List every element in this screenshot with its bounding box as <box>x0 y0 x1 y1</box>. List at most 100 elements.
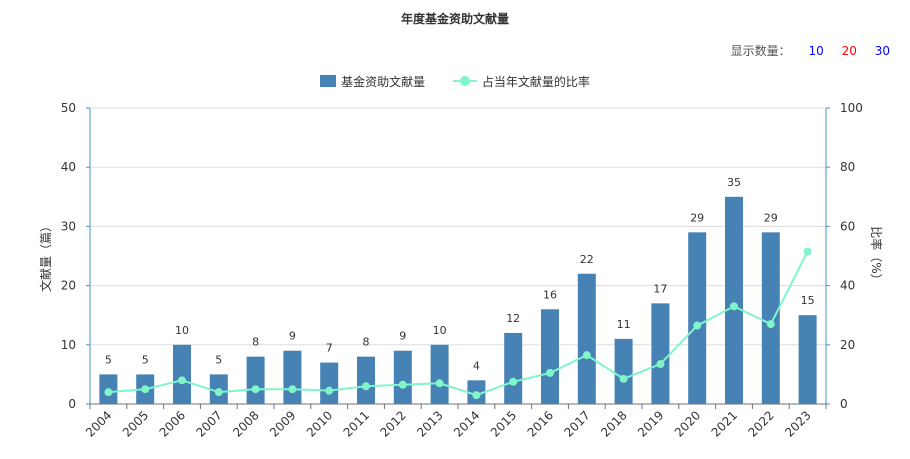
x-tick-label: 2005 <box>120 408 151 439</box>
bar-value-label: 9 <box>289 330 296 343</box>
ratio-point <box>398 380 407 389</box>
ratio-line <box>108 251 809 397</box>
y2-tick-label: 100 <box>840 101 863 115</box>
legend-bar-label: 基金资助文献量 <box>341 75 426 89</box>
legend-line-label: 占当年文献量的比率 <box>481 75 590 89</box>
y-tick-label: 40 <box>61 160 76 174</box>
y2-tick-label: 20 <box>840 338 855 352</box>
bar-value-label: 4 <box>473 359 480 372</box>
bar-value-label: 29 <box>690 211 704 224</box>
bar <box>504 332 523 404</box>
bar <box>541 309 559 404</box>
bar-value-label: 9 <box>399 330 406 343</box>
x-tick-label: 2012 <box>377 408 408 439</box>
bar-value-label: 8 <box>363 336 370 349</box>
x-tick-label: 2013 <box>414 408 445 439</box>
x-tick-label: 2016 <box>525 408 556 439</box>
bar <box>761 232 780 404</box>
legend-item-bar[interactable]: 基金资助文献量 <box>320 73 425 90</box>
display-count-control: 显示数量： 10 20 30 <box>731 42 890 59</box>
bar-value-label: 12 <box>506 312 520 325</box>
ratio-point <box>141 385 150 394</box>
bar <box>577 273 596 404</box>
ratio-point <box>619 374 628 383</box>
legend-item-line[interactable]: 占当年文献量的比率 <box>452 73 590 90</box>
ratio-point <box>582 351 591 360</box>
x-tick-label: 2009 <box>267 408 298 439</box>
ratio-point <box>730 302 738 311</box>
ratio-point <box>656 360 665 369</box>
chart-title: 年度基金资助文献量 <box>400 12 509 26</box>
y-tick-label: 0 <box>68 397 76 411</box>
x-tick-label: 2011 <box>341 408 372 439</box>
bar <box>357 356 375 404</box>
ratio-point <box>693 321 702 330</box>
bar <box>798 315 817 404</box>
bar <box>283 350 302 404</box>
x-tick-label: 2015 <box>488 408 519 439</box>
x-tick-label: 2004 <box>83 408 114 439</box>
x-tick-label: 2018 <box>598 408 629 439</box>
ratio-point <box>178 376 186 385</box>
chart-legend: 基金资助文献量 占当年文献量的比率 <box>0 73 910 90</box>
y-axis-title: 文献量（篇） <box>38 220 53 292</box>
bar <box>688 232 707 404</box>
y2-tick-label: 80 <box>840 160 855 174</box>
bar-value-label: 15 <box>801 294 815 307</box>
y-tick-label: 50 <box>61 101 76 115</box>
ratio-point <box>472 391 481 400</box>
display-count-label: 显示数量： <box>730 44 791 58</box>
bar-value-label: 5 <box>142 353 149 366</box>
ratio-point <box>362 382 370 391</box>
x-tick-label: 2023 <box>782 408 813 439</box>
ratio-point <box>104 388 113 397</box>
bar-value-label: 5 <box>105 353 112 366</box>
y-tick-label: 20 <box>61 279 76 293</box>
y2-tick-label: 60 <box>840 219 855 233</box>
bar <box>320 362 339 404</box>
ratio-point <box>766 320 775 329</box>
bar-value-label: 5 <box>215 353 222 366</box>
bar-value-label: 35 <box>727 176 741 189</box>
bar-value-label: 7 <box>326 342 333 355</box>
bar-value-label: 10 <box>175 324 189 337</box>
legend-line-swatch <box>452 75 477 87</box>
display-count-option-20[interactable]: 20 <box>841 44 857 58</box>
bar <box>651 303 670 404</box>
y-tick-label: 10 <box>61 338 76 352</box>
y2-tick-label: 0 <box>840 397 848 411</box>
bar <box>725 196 743 404</box>
bar-value-label: 16 <box>543 288 557 301</box>
bar <box>614 338 633 404</box>
bar-value-label: 29 <box>764 211 778 224</box>
y2-tick-label: 40 <box>840 279 855 293</box>
ratio-point <box>251 385 260 394</box>
bar-value-label: 22 <box>580 253 594 266</box>
bar-value-label: 17 <box>653 282 667 295</box>
ratio-point <box>546 368 554 377</box>
display-count-option-30[interactable]: 30 <box>874 44 890 58</box>
x-tick-label: 2021 <box>709 408 740 439</box>
bar-value-label: 11 <box>617 318 631 331</box>
y2-axis-title: 比率（%） <box>869 226 884 285</box>
x-tick-label: 2019 <box>635 408 666 439</box>
x-tick-label: 2010 <box>304 408 335 439</box>
display-count-option-10[interactable]: 10 <box>808 44 824 58</box>
ratio-point <box>214 388 223 397</box>
x-tick-label: 2020 <box>672 408 703 439</box>
x-tick-label: 2014 <box>451 408 482 439</box>
legend-bar-swatch <box>320 75 337 87</box>
y-tick-label: 30 <box>61 219 76 233</box>
bar <box>246 356 265 404</box>
bar <box>430 344 449 404</box>
x-tick-label: 2007 <box>193 408 224 439</box>
bar <box>173 344 191 404</box>
x-tick-label: 2008 <box>230 408 261 439</box>
x-tick-label: 2022 <box>745 408 776 439</box>
bar <box>393 350 412 404</box>
bar-value-label: 8 <box>252 336 259 349</box>
ratio-point <box>325 386 334 395</box>
x-tick-label: 2017 <box>561 408 592 439</box>
